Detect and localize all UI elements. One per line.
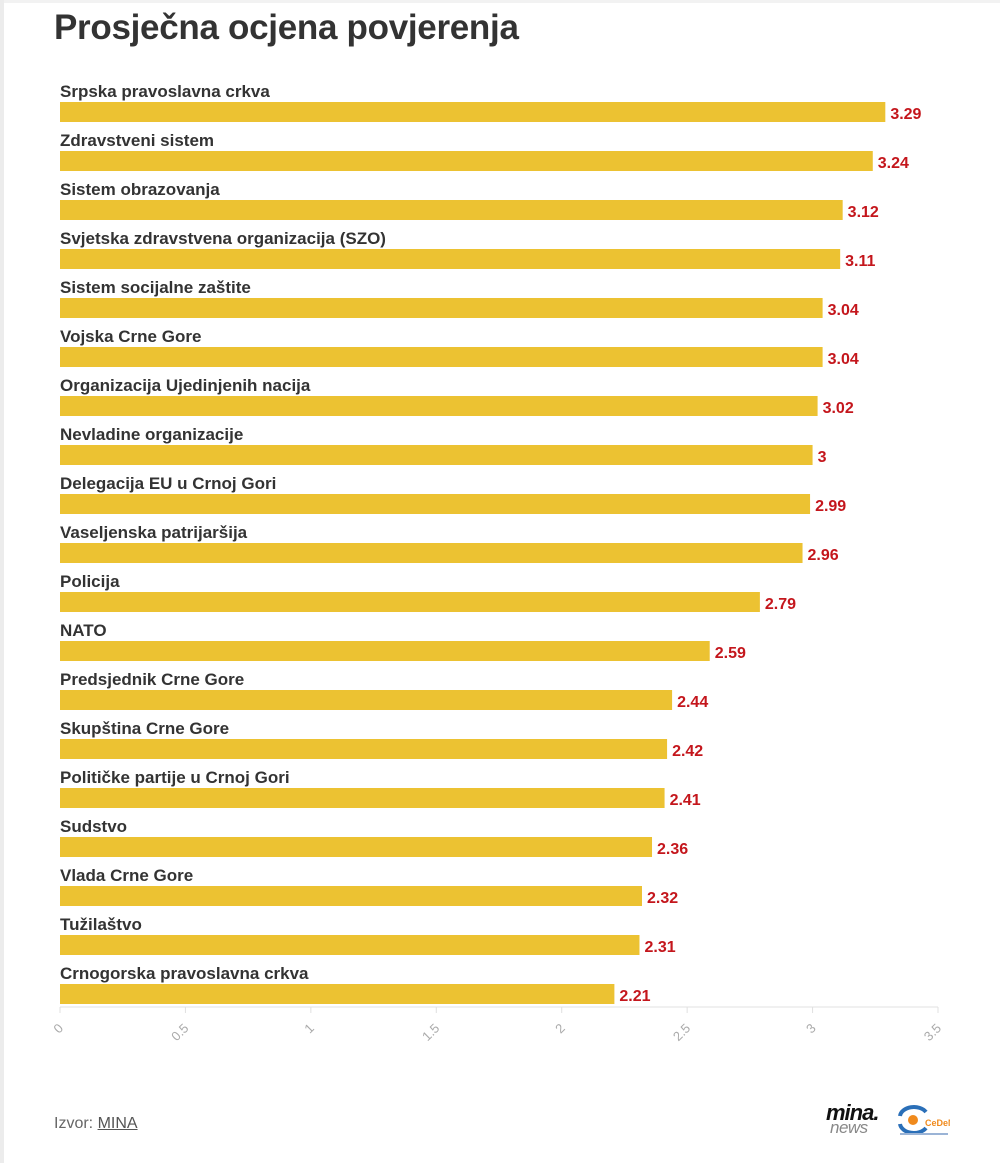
x-tick-label: 2.5 (670, 1021, 693, 1044)
chart-title: Prosječna ocjena povjerenja (54, 8, 519, 47)
bar[interactable] (60, 592, 760, 612)
bar[interactable] (60, 445, 813, 465)
value-label: 3.02 (823, 400, 854, 417)
bar-row: Sistem obrazovanja 3.12 (60, 180, 879, 221)
category-label: Skupština Crne Gore (60, 719, 229, 738)
bar[interactable] (60, 984, 615, 1004)
value-label: 3 (818, 449, 827, 466)
bar-row: Crnogorska pravoslavna crkva 2.21 (60, 964, 651, 1005)
bar-row: Organizacija Ujedinjenih nacija 3.02 (60, 376, 854, 417)
value-label: 3.11 (845, 253, 875, 270)
source-link[interactable]: MINA (97, 1115, 138, 1132)
category-label: Delegacija EU u Crnoj Gori (60, 474, 276, 493)
value-label: 3.29 (890, 106, 921, 123)
value-label: 2.32 (647, 890, 678, 907)
category-label: Predsjednik Crne Gore (60, 670, 244, 689)
value-label: 3.12 (848, 204, 879, 221)
category-label: Svjetska zdravstvena organizacija (SZO) (60, 229, 386, 248)
mina-news-logo: news (830, 1118, 868, 1137)
bar-row: Sudstvo 2.36 (60, 817, 688, 858)
category-label: Sudstvo (60, 817, 127, 836)
bar[interactable] (60, 837, 653, 857)
bar-row: Sistem socijalne zaštite 3.04 (60, 278, 859, 319)
value-label: 2.21 (619, 988, 650, 1005)
bar[interactable] (60, 739, 668, 759)
bar-row: Policija 2.79 (60, 572, 796, 613)
x-tick-label: 3.5 (921, 1021, 944, 1044)
bar[interactable] (60, 249, 841, 269)
x-tick-label: 0 (50, 1021, 66, 1037)
bar-row: Delegacija EU u Crnoj Gori 2.99 (60, 474, 846, 515)
bar-row: Tužilaštvo 2.31 (60, 915, 676, 956)
category-label: Organizacija Ujedinjenih nacija (60, 376, 311, 395)
value-label: 3.24 (878, 155, 909, 172)
value-label: 2.99 (815, 498, 846, 515)
category-label: Sistem socijalne zaštite (60, 278, 251, 297)
value-label: 2.42 (672, 743, 703, 760)
bar-row: Nevladine organizacije 3 (60, 425, 827, 466)
value-label: 2.79 (765, 596, 796, 613)
bar-row: Srpska pravoslavna crkva 3.29 (60, 82, 922, 123)
x-tick-label: 3 (803, 1021, 819, 1037)
bar-row: Svjetska zdravstvena organizacija (SZO) 3… (60, 229, 876, 270)
category-label: Crnogorska pravoslavna crkva (60, 964, 309, 983)
bar[interactable] (60, 788, 665, 808)
value-label: 2.44 (677, 694, 708, 711)
category-label: Nevladine organizacije (60, 425, 243, 444)
category-label: Vojska Crne Gore (60, 327, 201, 346)
category-label: NATO (60, 621, 107, 640)
category-label: Sistem obrazovanja (60, 180, 220, 199)
bar[interactable] (60, 886, 642, 906)
category-label: Zdravstveni sistem (60, 131, 214, 150)
bar[interactable] (60, 543, 803, 563)
bar-row: Skupština Crne Gore 2.42 (60, 719, 703, 760)
value-label: 2.31 (644, 939, 675, 956)
value-label: 2.36 (657, 841, 688, 858)
category-label: Policija (60, 572, 120, 591)
frame-top-border (0, 0, 1000, 3)
logos: mina. news CeDeM (822, 1102, 952, 1142)
bar-row: Vlada Crne Gore 2.32 (60, 866, 678, 907)
x-tick-label: 0.5 (168, 1021, 191, 1044)
category-label: Tužilaštvo (60, 915, 142, 934)
bar-row: Zdravstveni sistem 3.24 (60, 131, 909, 172)
value-label: 2.41 (670, 792, 701, 809)
x-tick-label: 2 (552, 1021, 568, 1037)
bar[interactable] (60, 298, 823, 318)
bar-row: Predsjednik Crne Gore 2.44 (60, 670, 708, 711)
bar[interactable] (60, 200, 843, 220)
bar[interactable] (60, 494, 811, 514)
bar[interactable] (60, 935, 640, 955)
bar[interactable] (60, 690, 673, 710)
category-label: Političke partije u Crnoj Gori (60, 768, 290, 787)
value-label: 3.04 (828, 351, 859, 368)
bar[interactable] (60, 396, 818, 416)
value-label: 2.96 (808, 547, 839, 564)
category-label: Vlada Crne Gore (60, 866, 193, 885)
bars-layer: Srpska pravoslavna crkva 3.29 Zdravstveni … (60, 82, 922, 1005)
source-note: Izvor: MINA (54, 1115, 138, 1133)
value-label: 3.04 (828, 302, 859, 319)
cedem-logo-icon: CeDeM (898, 1105, 950, 1135)
cedem-logo-text: CeDeM (925, 1118, 950, 1128)
source-prefix: Izvor: (54, 1115, 98, 1132)
x-axis: 0 0.5 1 1.5 2 2.5 3 3.5 (50, 1006, 944, 1044)
bar-row: Političke partije u Crnoj Gori 2.41 (60, 768, 701, 809)
bar[interactable] (60, 151, 873, 171)
x-tick-label: 1 (301, 1021, 317, 1037)
category-label: Vaseljenska patrijaršija (60, 523, 248, 542)
frame-left-border (0, 0, 4, 1163)
bar-row: Vojska Crne Gore 3.04 (60, 327, 859, 368)
bar[interactable] (60, 641, 710, 661)
mina-logo: mina. (826, 1100, 879, 1125)
bar[interactable] (60, 102, 886, 122)
value-label: 2.59 (715, 645, 746, 662)
category-label: Srpska pravoslavna crkva (60, 82, 270, 101)
bar-row: Vaseljenska patrijaršija 2.96 (60, 523, 839, 564)
bar[interactable] (60, 347, 823, 367)
x-tick-label: 1.5 (419, 1021, 442, 1044)
bar-row: NATO 2.59 (60, 621, 746, 662)
